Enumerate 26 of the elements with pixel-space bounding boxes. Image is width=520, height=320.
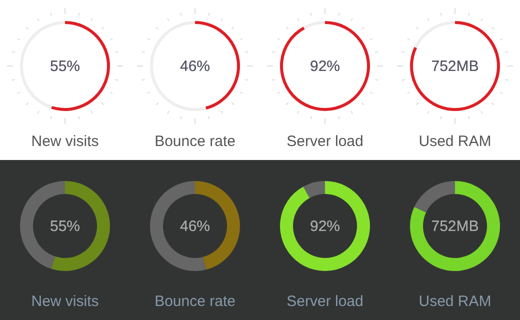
donut-slice bbox=[51, 21, 110, 111]
text: 92% bbox=[310, 58, 340, 75]
donut-slice bbox=[414, 21, 455, 48]
text: Bounce rate bbox=[154, 293, 236, 310]
text: New visits bbox=[31, 293, 99, 310]
text: Server load bbox=[286, 133, 364, 150]
donut-slice bbox=[303, 21, 325, 30]
text: Bounce rate bbox=[154, 133, 236, 150]
donut-slice bbox=[414, 181, 455, 212]
text: 46% bbox=[180, 218, 210, 235]
text: 752MB bbox=[431, 58, 479, 75]
donut-slice bbox=[51, 181, 110, 271]
text: Server load bbox=[286, 293, 364, 310]
text: 92% bbox=[310, 218, 340, 235]
donut-slice bbox=[280, 181, 370, 271]
text: 55% bbox=[50, 218, 80, 235]
text: 55% bbox=[50, 58, 80, 75]
text: New visits bbox=[31, 133, 99, 150]
donut-slice bbox=[303, 181, 325, 198]
text: 752MB bbox=[431, 218, 479, 235]
text: Used RAM bbox=[418, 133, 492, 150]
text: Used RAM bbox=[418, 293, 492, 310]
text: 46% bbox=[180, 58, 210, 75]
donut-slice bbox=[280, 21, 370, 111]
donut-slice bbox=[410, 181, 500, 271]
donut-slice bbox=[410, 21, 500, 111]
